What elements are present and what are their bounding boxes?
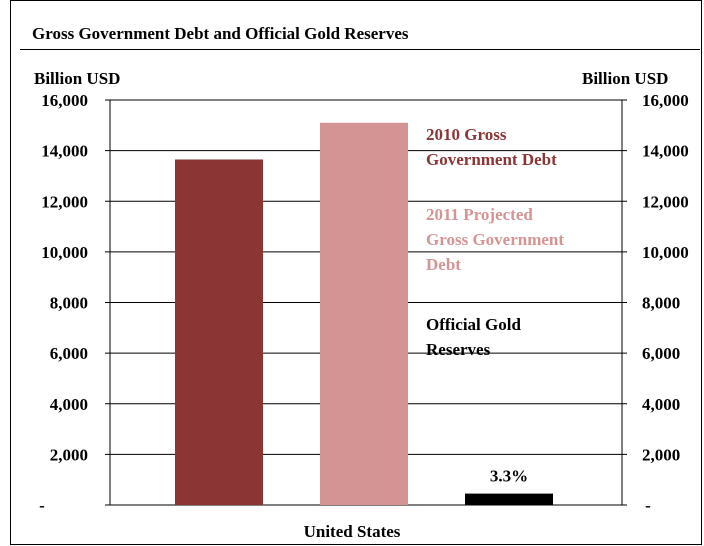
legend-label: 2011 Projected — [426, 205, 533, 224]
title-divider — [20, 49, 700, 50]
legend-label: Official Gold — [426, 315, 521, 334]
legend-label: Debt — [426, 255, 461, 274]
y-tick-label-left: 10,000 — [41, 243, 88, 262]
bar — [320, 122, 408, 505]
legend-label: Government Debt — [426, 150, 557, 169]
y-tick-label-left: 8,000 — [50, 294, 88, 313]
y-tick-label-right: 2,000 — [642, 445, 680, 464]
chart-frame — [10, 0, 702, 545]
y-tick-label-left: 6,000 — [50, 344, 88, 363]
legend-label: Gross Government — [426, 230, 564, 249]
bar — [465, 493, 553, 505]
y-tick-label-left: - — [39, 496, 45, 515]
y-tick-label-right: 4,000 — [642, 395, 680, 414]
bar — [175, 159, 263, 505]
y-tick-label-right: 6,000 — [642, 344, 680, 363]
x-category-label: United States — [303, 522, 401, 541]
chart-title: Gross Government Debt and Official Gold … — [32, 24, 409, 43]
y-tick-label-right: 16,000 — [642, 91, 689, 110]
data-label: 3.3% — [490, 467, 528, 486]
y-tick-label-left: 12,000 — [41, 192, 88, 211]
legend-label: 2010 Gross — [426, 125, 507, 144]
y-tick-label-right: 14,000 — [642, 142, 689, 161]
y-tick-label-right: 12,000 — [642, 192, 689, 211]
y-tick-label-right: - — [645, 496, 651, 515]
y-tick-label-left: 4,000 — [50, 395, 88, 414]
y-tick-label-right: 8,000 — [642, 294, 680, 313]
y-tick-label-right: 10,000 — [642, 243, 689, 262]
legend-label: Reserves — [426, 340, 491, 359]
y-axis-label-right: Billion USD — [582, 69, 669, 88]
y-tick-label-left: 16,000 — [41, 91, 88, 110]
y-axis-label-left: Billion USD — [34, 69, 121, 88]
y-tick-label-left: 2,000 — [50, 445, 88, 464]
y-tick-label-left: 14,000 — [41, 142, 88, 161]
